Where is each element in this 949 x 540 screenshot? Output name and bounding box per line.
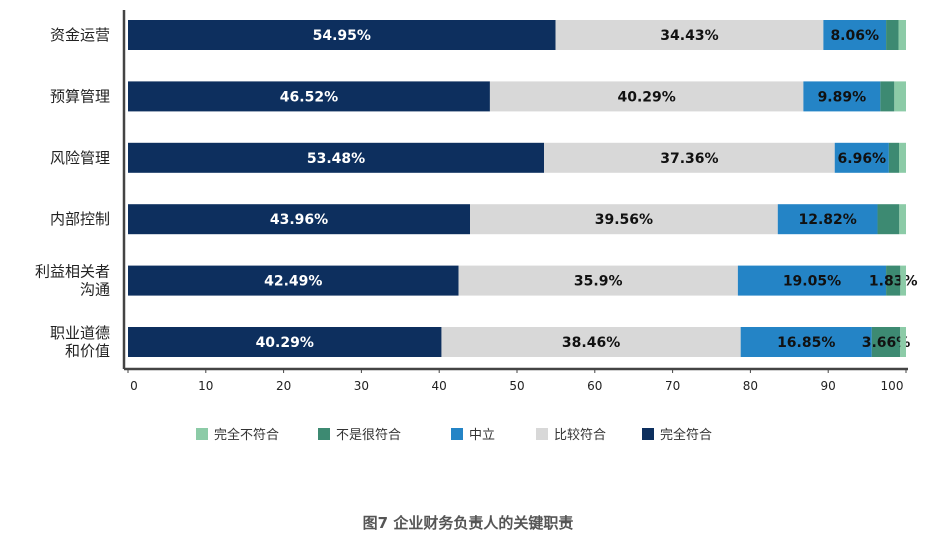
bar-segment: [544, 142, 835, 173]
bar-segment: [898, 20, 906, 50]
legend: 完全不符合 不是很符合 中立 比较符合 完全符合: [196, 427, 712, 443]
data-label: 54.95%: [313, 28, 371, 44]
bar-segment: [900, 327, 906, 357]
x-tick-label: 80: [743, 379, 758, 393]
category-label: 预算管理: [50, 87, 110, 105]
bar-segment: [900, 265, 906, 296]
legend-swatch: [196, 428, 208, 440]
data-label: 40.29%: [256, 335, 314, 351]
legend-label: 中立: [469, 428, 495, 443]
legend-label: 比较符合: [554, 427, 606, 443]
legend-swatch: [451, 428, 463, 440]
data-label: 46.52%: [280, 89, 338, 105]
data-label: 1.83%: [869, 274, 918, 290]
data-label: 6.96%: [838, 151, 887, 167]
legend-swatch: [536, 428, 548, 440]
x-tick-label: 30: [354, 379, 369, 393]
bar-segment: [555, 20, 824, 50]
data-label: 42.49%: [264, 274, 322, 290]
bar-segment: [128, 81, 490, 112]
x-tick-label: 50: [509, 379, 524, 393]
category-label: 职业道德: [50, 324, 110, 342]
bar-segment: [737, 265, 887, 296]
bar-segment: [458, 265, 738, 296]
bar-segment: [128, 142, 545, 173]
bar-segment: [871, 327, 901, 357]
category-label: 利益相关者: [35, 263, 110, 281]
category-label: 资金运营: [50, 26, 110, 44]
x-tick-label: 10: [198, 379, 213, 393]
data-label: 37.36%: [660, 151, 718, 167]
data-label: 39.56%: [595, 212, 653, 228]
bar-segment: [888, 142, 899, 173]
bar-segment: [886, 265, 901, 296]
data-label: 53.48%: [307, 151, 365, 167]
x-axis: 0 10 20 30 40 50 60 70 80 90 100: [122, 10, 908, 393]
x-tick-label: 0: [130, 379, 138, 393]
category-label: 和价值: [65, 342, 110, 360]
bar-segment: [834, 142, 889, 173]
chart-title: 图7 企业财务负责人的关键职责: [363, 514, 574, 532]
bar-segment: [777, 204, 878, 235]
bar-segment: [886, 20, 899, 50]
data-label: 3.66%: [862, 335, 911, 351]
data-label: 12.82%: [798, 212, 856, 228]
bar-segment: [898, 142, 906, 173]
legend-label: 完全符合: [660, 427, 712, 443]
bars-layer: 54.95% 34.43% 8.06% 46.52% 40.29% 9.89% 53.48%…: [128, 20, 917, 357]
x-tick-label: 20: [276, 379, 291, 393]
bar-segment: [823, 20, 887, 50]
bar-segment: [894, 81, 906, 112]
x-tick-label: 60: [587, 379, 602, 393]
x-tick-label: 90: [821, 379, 836, 393]
data-label: 16.85%: [777, 335, 835, 351]
legend-label: 完全不符合: [214, 427, 279, 443]
data-label: 35.9%: [574, 274, 623, 290]
category-label: 沟通: [80, 281, 110, 299]
data-label: 9.89%: [818, 89, 867, 105]
x-tick-label: 100: [881, 379, 904, 393]
bar-segment: [740, 327, 872, 357]
bar-segment: [441, 327, 741, 357]
legend-label: 不是很符合: [336, 427, 401, 443]
data-label: 34.43%: [660, 28, 718, 44]
data-label: 40.29%: [617, 89, 675, 105]
category-label: 风险管理: [50, 149, 110, 167]
bar-segment: [470, 204, 778, 235]
data-label: 38.46%: [562, 335, 620, 351]
legend-swatch: [642, 428, 654, 440]
bar-segment: [899, 204, 906, 235]
x-tick-label: 40: [432, 379, 447, 393]
legend-swatch: [318, 428, 330, 440]
x-tick-label: 70: [665, 379, 680, 393]
bar-segment: [128, 20, 556, 50]
data-label: 19.05%: [783, 274, 841, 290]
bar-segment: [128, 265, 459, 296]
bar-segment: [128, 327, 442, 357]
bar-segment: [128, 204, 471, 235]
data-label: 43.96%: [270, 212, 328, 228]
data-label: 8.06%: [830, 28, 879, 44]
bar-segment: [880, 81, 895, 112]
bar-segment: [877, 204, 900, 235]
category-label: 内部控制: [50, 210, 110, 228]
bar-segment: [803, 81, 881, 112]
bar-segment: [489, 81, 804, 112]
